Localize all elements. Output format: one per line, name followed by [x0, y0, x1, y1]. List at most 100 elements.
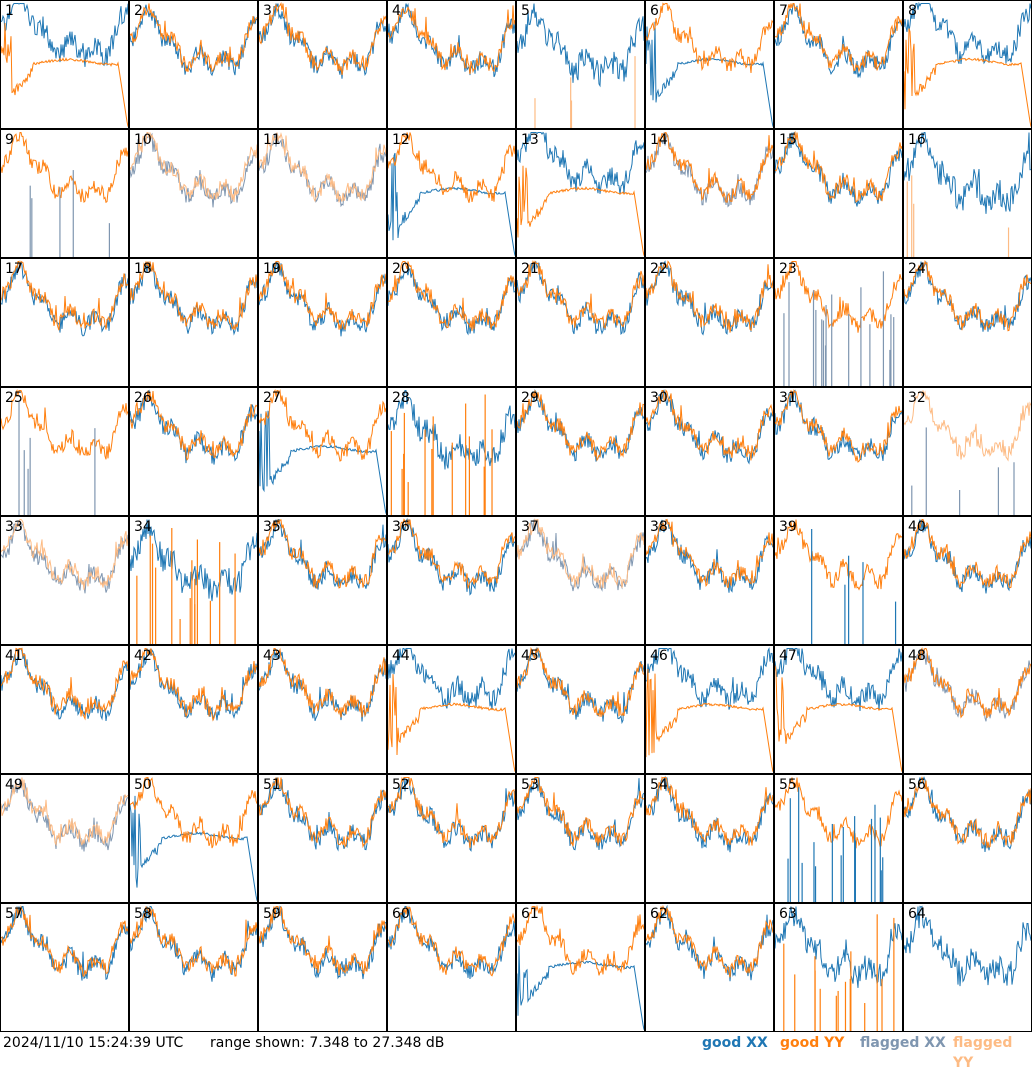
panel-frame: [516, 129, 645, 258]
xx-series-line: [0, 3, 129, 67]
panel-label: 48: [908, 648, 926, 664]
xx-series-line: [516, 945, 645, 1030]
panel-frame: [645, 774, 774, 903]
yy-series-line: [645, 904, 774, 978]
panel-label: 28: [392, 390, 410, 406]
panel-frame: [516, 0, 645, 129]
yy-series-line: [129, 3, 258, 73]
yy-series-line: [0, 389, 129, 460]
legend-good-xx: good XX: [702, 1035, 768, 1051]
panel-label: 35: [263, 519, 281, 535]
panel-frame: [903, 258, 1032, 387]
panel-48: 48: [903, 645, 1032, 774]
panel-2: 2: [129, 0, 258, 129]
panel-frame: [0, 774, 129, 903]
yy-series-line: [258, 519, 387, 589]
panel-43: 43: [258, 645, 387, 774]
panel-7: 7: [774, 0, 903, 129]
yy-series-line: [129, 906, 258, 977]
yy-series-line: [129, 777, 258, 849]
panel-label: 56: [908, 777, 926, 793]
panel-label: 11: [263, 132, 281, 148]
xx-series-line: [774, 3, 903, 79]
xx-series-line: [516, 776, 645, 851]
yy-series-line: [516, 518, 645, 589]
panel-frame: [0, 645, 129, 774]
panel-frame: [258, 903, 387, 1032]
panel-35: 35: [258, 516, 387, 645]
panel-label: 49: [5, 777, 23, 793]
panel-frame: [258, 516, 387, 645]
panel-31: 31: [774, 387, 903, 516]
xx-series-line: [258, 3, 387, 79]
panel-53: 53: [516, 774, 645, 903]
panel-42: 42: [129, 645, 258, 774]
xx-series-line: [645, 389, 774, 465]
panel-34: 34: [129, 516, 258, 645]
panel-60: 60: [387, 903, 516, 1032]
yy-series-line: [129, 648, 258, 722]
panel-38: 38: [645, 516, 774, 645]
yy-series-line: [774, 519, 903, 591]
panel-46: 46: [645, 645, 774, 774]
xx-series-line: [516, 646, 645, 725]
panel-19: 19: [258, 258, 387, 387]
panel-label: 7: [779, 3, 788, 19]
panel-frame: [903, 903, 1032, 1032]
panel-58: 58: [129, 903, 258, 1032]
yy-series-line: [129, 390, 258, 461]
panel-frame: [903, 387, 1032, 516]
panel-frame: [258, 0, 387, 129]
panel-51: 51: [258, 774, 387, 903]
panel-frame: [387, 516, 516, 645]
panel-32: 32: [903, 387, 1032, 516]
yy-series-line: [258, 1, 387, 75]
yy-series-line: [0, 777, 129, 847]
panel-label: 5: [521, 3, 530, 19]
panel-label: 34: [134, 519, 152, 535]
panel-frame: [129, 516, 258, 645]
panel-label: 59: [263, 906, 281, 922]
panel-label: 19: [263, 261, 281, 277]
panel-4: 4: [387, 0, 516, 129]
panel-frame: [645, 516, 774, 645]
yy-series-line: [903, 647, 1032, 719]
panel-label: 10: [134, 132, 152, 148]
panel-label: 9: [5, 132, 14, 148]
yy-series-line: [774, 665, 903, 772]
yy-series-line: [645, 389, 774, 461]
panel-label: 1: [5, 3, 14, 19]
panel-frame: [516, 387, 645, 516]
panel-1: 1: [0, 0, 129, 129]
panel-label: 52: [392, 777, 410, 793]
panel-frame: [0, 258, 129, 387]
yy-series-line: [258, 132, 387, 203]
panel-6: 6: [645, 0, 774, 129]
panel-59: 59: [258, 903, 387, 1032]
panel-label: 23: [779, 261, 797, 277]
panel-frame: [645, 903, 774, 1032]
panel-frame: [903, 0, 1032, 129]
yy-series-line: [387, 776, 516, 849]
panel-37: 37: [516, 516, 645, 645]
xx-series-line: [0, 260, 129, 337]
panel-label: 40: [908, 519, 926, 535]
panel-label: 3: [263, 3, 272, 19]
yy-series-line: [903, 28, 1032, 127]
yy-series-line: [0, 905, 129, 977]
panel-21: 21: [516, 258, 645, 387]
yy-series-line: [129, 261, 258, 330]
xx-series-line: [903, 132, 1032, 214]
panel-16: 16: [903, 129, 1032, 258]
panel-frame: [903, 129, 1032, 258]
panel-frame: [258, 129, 387, 258]
panel-36: 36: [387, 516, 516, 645]
xx-series-line: [516, 3, 645, 88]
panel-label: 30: [650, 390, 668, 406]
panel-frame: [774, 129, 903, 258]
yy-series-line: [258, 388, 387, 462]
panel-label: 38: [650, 519, 668, 535]
panel-54: 54: [645, 774, 774, 903]
panel-label: 50: [134, 777, 152, 793]
